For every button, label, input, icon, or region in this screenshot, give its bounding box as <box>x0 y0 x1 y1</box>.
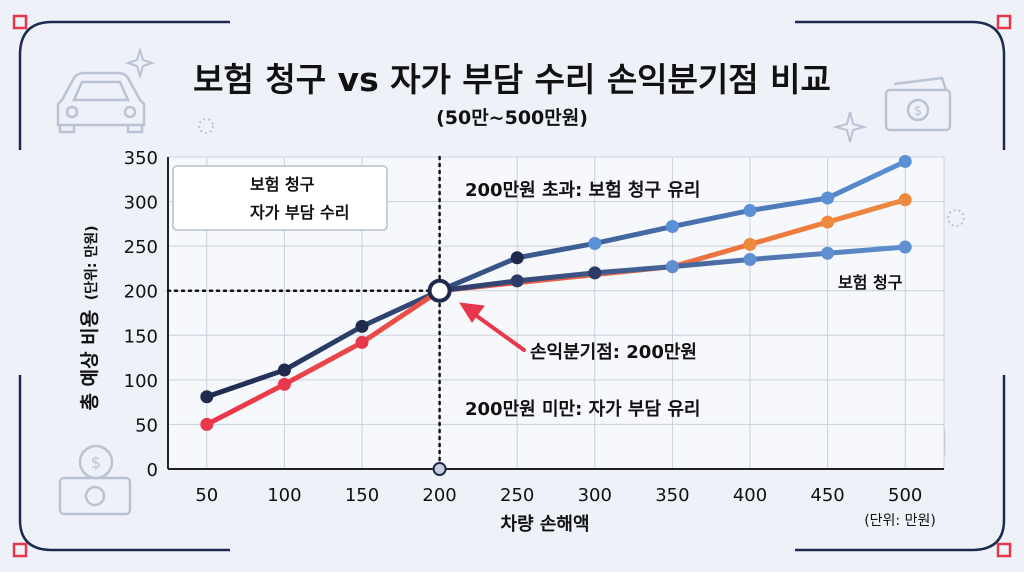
annotation-below-breakeven: 200만원 미만: 자가 부담 유리 <box>465 399 700 420</box>
frame-corner-bottom-right <box>795 375 1006 552</box>
y-tick-label: 100 <box>124 371 158 392</box>
data-points <box>200 154 912 476</box>
breakeven-marker <box>427 278 452 303</box>
data-point <box>200 417 214 431</box>
breakeven-guides <box>166 155 441 471</box>
breakeven-axis-marker <box>432 462 447 476</box>
data-point <box>277 377 291 391</box>
data-point <box>898 193 912 207</box>
data-point <box>355 335 369 349</box>
data-point <box>588 266 602 280</box>
data-point <box>588 236 602 250</box>
cash-icon: $ <box>884 76 952 132</box>
y-tick-label: 50 <box>135 415 158 436</box>
svg-text:$: $ <box>91 453 101 472</box>
x-tick-label: 150 <box>345 485 379 506</box>
data-point <box>898 154 912 168</box>
data-point <box>510 274 524 288</box>
x-tick-label: 350 <box>655 485 689 506</box>
chart-subtitle: (50만~500만원) <box>436 107 588 129</box>
car-icon <box>56 71 146 134</box>
frame-corner-bottom-left <box>18 375 230 552</box>
sparkle-icon <box>124 46 965 227</box>
annotation-above-breakeven: 200만원 초과: 보험 청구 유리 <box>465 179 700 201</box>
data-point <box>665 260 679 274</box>
y-tick-label: 300 <box>124 193 158 214</box>
y-tick-label: 0 <box>147 460 158 481</box>
x-tick-label: 50 <box>195 485 218 506</box>
data-point <box>200 390 214 404</box>
y-axis-unit: (단위: 만원) <box>83 225 100 300</box>
data-point <box>665 220 679 234</box>
data-point <box>743 253 757 267</box>
y-tick-label: 350 <box>124 148 158 169</box>
x-tick-label: 450 <box>810 485 844 506</box>
data-point <box>821 246 835 260</box>
frame-square-bl <box>12 542 28 558</box>
cash-icon: $ <box>58 444 132 516</box>
y-tick-label: 150 <box>124 326 158 347</box>
y-tick-label: 200 <box>124 282 158 303</box>
grid-lines <box>167 156 945 470</box>
y-axis-title: 총 예상 비용 <box>79 310 101 411</box>
x-tick-label: 250 <box>500 485 534 506</box>
x-tick-label: 200 <box>422 485 456 506</box>
data-point <box>510 251 524 265</box>
data-point <box>277 363 291 377</box>
legend-label-self-repair: 자가 부담 수리 <box>250 203 349 222</box>
x-tick-label: 500 <box>888 485 922 506</box>
annotation-line-label: 보험 청구 <box>838 273 903 292</box>
series-line-insurance <box>204 158 908 400</box>
svg-text:$: $ <box>914 104 922 119</box>
decorative-frame <box>12 14 1012 558</box>
axes: 0 50 100 150 200 250 300 350 50 100 150 200 250 300 35… <box>124 148 944 506</box>
y-axis-label: 총 예상 비용 (단위: 만원) <box>79 225 101 410</box>
data-point <box>355 319 369 333</box>
annotation-breakeven: 손익분기점: 200만원 <box>530 342 697 363</box>
data-point <box>743 237 757 251</box>
data-point <box>898 240 912 254</box>
frame-corner-top-right <box>795 20 1006 150</box>
data-point <box>743 203 757 217</box>
breakeven-arrow <box>459 302 526 352</box>
chart-title: 보험 청구 vs 자가 부담 수리 손익분기점 비교 <box>193 60 831 99</box>
x-tick-label: 100 <box>267 485 301 506</box>
frame-square-tr <box>996 14 1012 30</box>
frame-corner-top-left <box>18 20 230 150</box>
x-axis-label: 차량 손해액 <box>500 514 589 535</box>
y-tick-label: 250 <box>124 237 158 258</box>
unit-note: (단위: 만원) <box>864 513 936 529</box>
data-point <box>821 215 835 229</box>
legend-label-insurance: 보험 청구 <box>250 175 315 194</box>
x-tick-label: 400 <box>733 485 767 506</box>
legend: 보험 청구 자가 부담 수리 <box>172 165 388 231</box>
x-tick-label: 300 <box>578 485 612 506</box>
data-point <box>821 191 835 205</box>
frame-square-tl <box>12 14 28 30</box>
frame-square-br <box>996 542 1012 558</box>
